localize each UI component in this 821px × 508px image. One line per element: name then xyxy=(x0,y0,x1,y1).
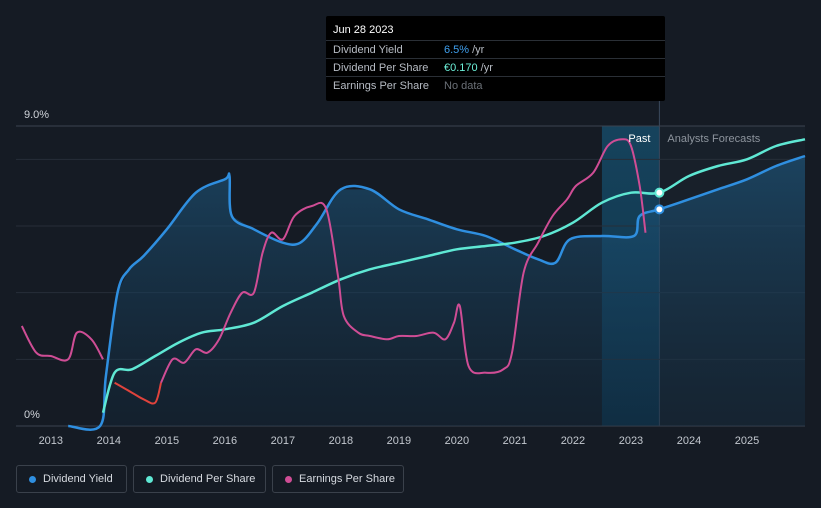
dividend-yield-area xyxy=(68,156,805,426)
tooltip-row-earnings-per-share: Earnings Per Share No data xyxy=(326,76,665,95)
dividend-yield-line xyxy=(68,154,806,431)
x-tick-label: 2017 xyxy=(271,435,295,447)
legend-label: Earnings Per Share xyxy=(299,473,395,485)
legend-earnings-per-share[interactable]: Earnings Per Share xyxy=(272,465,404,493)
y-max-label: 9.0% xyxy=(24,109,49,121)
series-markers xyxy=(654,187,665,215)
y-min-label: 0% xyxy=(24,409,40,421)
legend-dot xyxy=(146,476,153,483)
tooltip-row-dividend-per-share: Dividend Per Share €0.170/yr xyxy=(326,58,665,77)
x-tick-label: 2015 xyxy=(155,435,179,447)
forecast-label: Analysts Forecasts xyxy=(667,133,760,145)
legend-dividend-yield[interactable]: Dividend Yield xyxy=(16,465,127,493)
dividend-yield-fill xyxy=(68,156,805,426)
x-tick-label: 2020 xyxy=(445,435,469,447)
axis-labels: 9.0% 0% 2013 2014 2015 2016 2017 2018 2019 2020 20… xyxy=(24,109,761,447)
legend-dot xyxy=(285,476,292,483)
x-tick-label: 2022 xyxy=(561,435,585,447)
x-tick-label: 2013 xyxy=(39,435,63,447)
legend-label: Dividend Yield xyxy=(43,473,113,485)
series-lines xyxy=(20,138,806,431)
x-tick-label: 2014 xyxy=(97,435,121,447)
x-tick-label: 2023 xyxy=(619,435,643,447)
tooltip-value: No data xyxy=(444,80,483,92)
x-tick-label: 2016 xyxy=(213,435,237,447)
earnings-per-share-line xyxy=(20,325,104,362)
tooltip-label: Dividend Yield xyxy=(333,44,403,56)
x-tick-label: 2024 xyxy=(677,435,701,447)
tooltip-date: Jun 28 2023 xyxy=(333,24,394,36)
legend-label: Dividend Per Share xyxy=(160,473,256,485)
tooltip: Jun 28 2023 Dividend Yield 6.5%/yr Divid… xyxy=(326,16,665,101)
dividend-per-share-line xyxy=(101,138,806,414)
tooltip-row-dividend-yield: Dividend Yield 6.5%/yr xyxy=(326,40,665,59)
x-tick-label: 2021 xyxy=(503,435,527,447)
tooltip-label: Earnings Per Share xyxy=(333,80,429,92)
earnings-per-share-line xyxy=(160,138,647,384)
earnings-per-share-negative-line xyxy=(114,381,162,405)
legend-dot xyxy=(29,476,36,483)
past-label: Past xyxy=(628,133,650,145)
x-tick-label: 2025 xyxy=(735,435,759,447)
x-tick-label: 2019 xyxy=(387,435,411,447)
tooltip-label: Dividend Per Share xyxy=(333,62,429,74)
x-tick-label: 2018 xyxy=(329,435,353,447)
dividend-per-share-marker[interactable] xyxy=(654,187,665,198)
tooltip-value: €0.170/yr xyxy=(444,62,493,74)
tooltip-value: 6.5%/yr xyxy=(444,44,485,56)
legend-dividend-per-share[interactable]: Dividend Per Share xyxy=(133,465,266,493)
dividend-yield-marker[interactable] xyxy=(654,204,665,215)
